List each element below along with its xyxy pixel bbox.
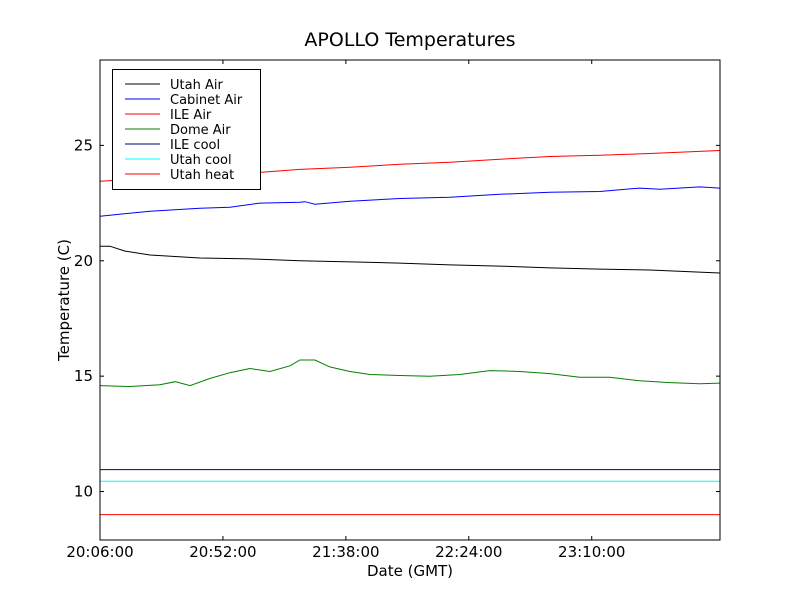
- series-layer: [99, 150, 720, 516]
- y-tick-label: 10: [74, 483, 93, 501]
- x-tick-label: 23:10:00: [558, 543, 625, 561]
- plot-frame: [99, 59, 721, 541]
- series-line-utah-air: [100, 245, 720, 274]
- legend-label: Utah Air: [170, 78, 223, 93]
- legend-label: Utah cool: [170, 153, 232, 168]
- chart-title: APOLLO Temperatures: [304, 29, 515, 51]
- x-tick-label: 22:24:00: [435, 543, 502, 561]
- tick-layer: 20:06:00 20:52:00 21:38:00 22:24:00 23:10:00…: [66, 60, 720, 561]
- y-tick-label: 25: [74, 136, 93, 154]
- y-tick-label: 15: [74, 367, 93, 385]
- legend-label: Cabinet Air: [170, 93, 243, 108]
- x-tick-label: 20:06:00: [66, 543, 133, 561]
- legend-label: ILE cool: [170, 138, 220, 153]
- x-tick-label: 21:38:00: [312, 543, 379, 561]
- x-axis-label: Date (GMT): [367, 562, 453, 580]
- series-line-dome-air: [99, 359, 720, 388]
- legend-label: Dome Air: [170, 123, 231, 138]
- legend-label: Utah heat: [170, 168, 234, 183]
- y-tick-label: 20: [74, 252, 93, 270]
- legend-label: ILE Air: [170, 108, 212, 123]
- y-axis-label: Temperature (C): [55, 239, 73, 362]
- series-line-cabinet-air: [99, 186, 720, 217]
- x-tick-label: 20:52:00: [189, 543, 256, 561]
- series-line-ile-air: [99, 150, 720, 182]
